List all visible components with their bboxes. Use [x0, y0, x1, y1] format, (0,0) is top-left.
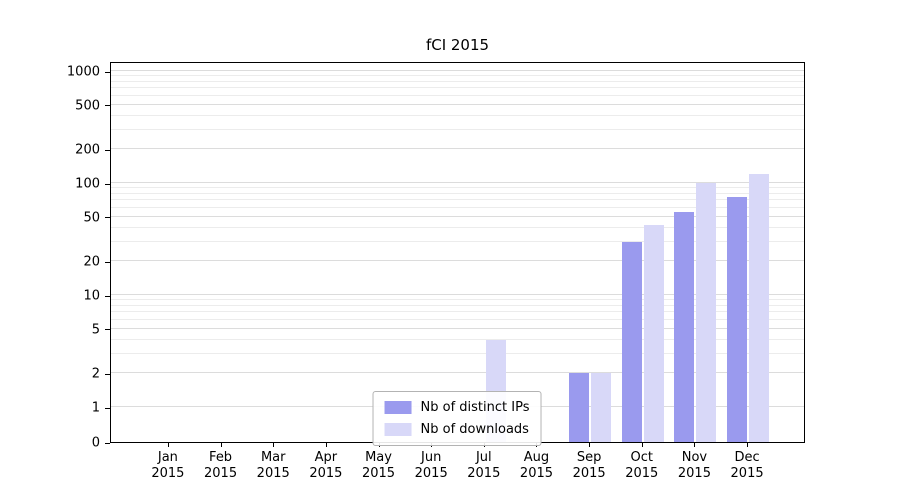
x-tick-mark [694, 443, 696, 447]
gridline-minor [111, 226, 804, 228]
bar-distinct-ips [727, 197, 748, 442]
gridline-minor [111, 192, 804, 194]
x-tick-label: Apr 2015 [309, 450, 343, 481]
x-tick-label: May 2015 [361, 450, 396, 481]
gridline-major [111, 148, 804, 150]
gridline-minor [111, 299, 804, 301]
x-tick-label: Sep 2015 [572, 450, 606, 481]
gridline-minor [111, 311, 804, 313]
x-tick-label: Nov 2015 [677, 450, 711, 481]
y-tick-label: 1000 [66, 64, 100, 80]
y-tick-label: 0 [91, 435, 100, 451]
gridline-minor [111, 318, 804, 320]
x-tick-mark [167, 443, 169, 447]
gridline-minor [111, 338, 804, 340]
gridline-major [111, 260, 804, 262]
gridline-major [111, 182, 804, 183]
gridline-minor [111, 240, 804, 242]
legend-entry-downloads: Nb of downloads [384, 422, 530, 437]
y-tick-label: 100 [75, 176, 100, 192]
bar-distinct-ips [621, 241, 642, 442]
y-tick-label: 5 [91, 322, 100, 338]
x-tick-label: Jun 2015 [414, 450, 448, 481]
legend-label-downloads: Nb of downloads [420, 422, 529, 437]
x-tick-label: Oct 2015 [625, 450, 659, 481]
gridline-major [111, 294, 804, 295]
gridline-minor [111, 187, 804, 189]
bar-downloads [643, 225, 664, 442]
gridline-minor [111, 304, 804, 306]
y-tick-label: 2 [91, 366, 100, 382]
gridline-minor [111, 94, 804, 96]
gridline-minor [111, 80, 804, 82]
bar-distinct-ips [569, 373, 590, 442]
gridline-major [111, 103, 804, 105]
x-tick-label: Mar 2015 [256, 450, 290, 481]
y-tick-label: 50 [83, 210, 100, 226]
legend-swatch-downloads [384, 423, 412, 436]
gridline-minor [111, 128, 804, 130]
bar-downloads [591, 373, 612, 442]
y-tick-label: 200 [75, 142, 100, 158]
gridline-minor [111, 87, 804, 89]
x-tick-mark [220, 443, 222, 447]
gridline-minor [111, 75, 804, 77]
plot-area [110, 62, 805, 443]
gridline-major [111, 70, 804, 71]
x-tick-mark [641, 443, 643, 447]
gridline-minor [111, 206, 804, 208]
gridline-minor [111, 199, 804, 201]
bar-downloads [696, 183, 717, 442]
y-tick-label: 1 [91, 400, 100, 416]
x-tick-label: Dec 2015 [730, 450, 764, 481]
x-tick-label: Jul 2015 [467, 450, 501, 481]
y-tick-mark [105, 105, 110, 107]
legend: Nb of distinct IPs Nb of downloads [372, 391, 542, 446]
gridline-major [111, 215, 804, 217]
y-tick-mark [105, 442, 110, 444]
legend-entry-distinct-ips: Nb of distinct IPs [384, 400, 530, 415]
y-tick-mark [105, 329, 110, 331]
x-tick-mark [325, 443, 327, 447]
x-tick-label: Aug 2015 [519, 450, 554, 481]
gridline-major [111, 327, 804, 329]
gridline-minor [111, 352, 804, 354]
bar-distinct-ips [674, 212, 695, 442]
x-tick-label: Jan 2015 [151, 450, 185, 481]
y-tick-label: 500 [75, 98, 100, 114]
y-tick-mark [105, 183, 110, 185]
x-tick-label: Feb 2015 [204, 450, 238, 481]
legend-label-distinct-ips: Nb of distinct IPs [420, 400, 530, 415]
chart-title: fCI 2015 [425, 36, 490, 54]
bar-downloads [749, 174, 770, 442]
y-tick-mark [105, 149, 110, 151]
y-tick-mark [105, 261, 110, 263]
gridline-major [111, 372, 804, 374]
y-tick-mark [105, 217, 110, 219]
x-tick-mark [273, 443, 275, 447]
gridline-minor [111, 114, 804, 116]
x-tick-mark [589, 443, 591, 447]
legend-swatch-distinct-ips [384, 401, 412, 414]
y-tick-mark [105, 407, 110, 409]
y-tick-mark [105, 295, 110, 297]
y-tick-label: 20 [83, 254, 100, 270]
x-tick-mark [747, 443, 749, 447]
y-tick-label: 10 [83, 288, 100, 304]
y-tick-mark [105, 373, 110, 375]
y-tick-mark [105, 71, 110, 73]
